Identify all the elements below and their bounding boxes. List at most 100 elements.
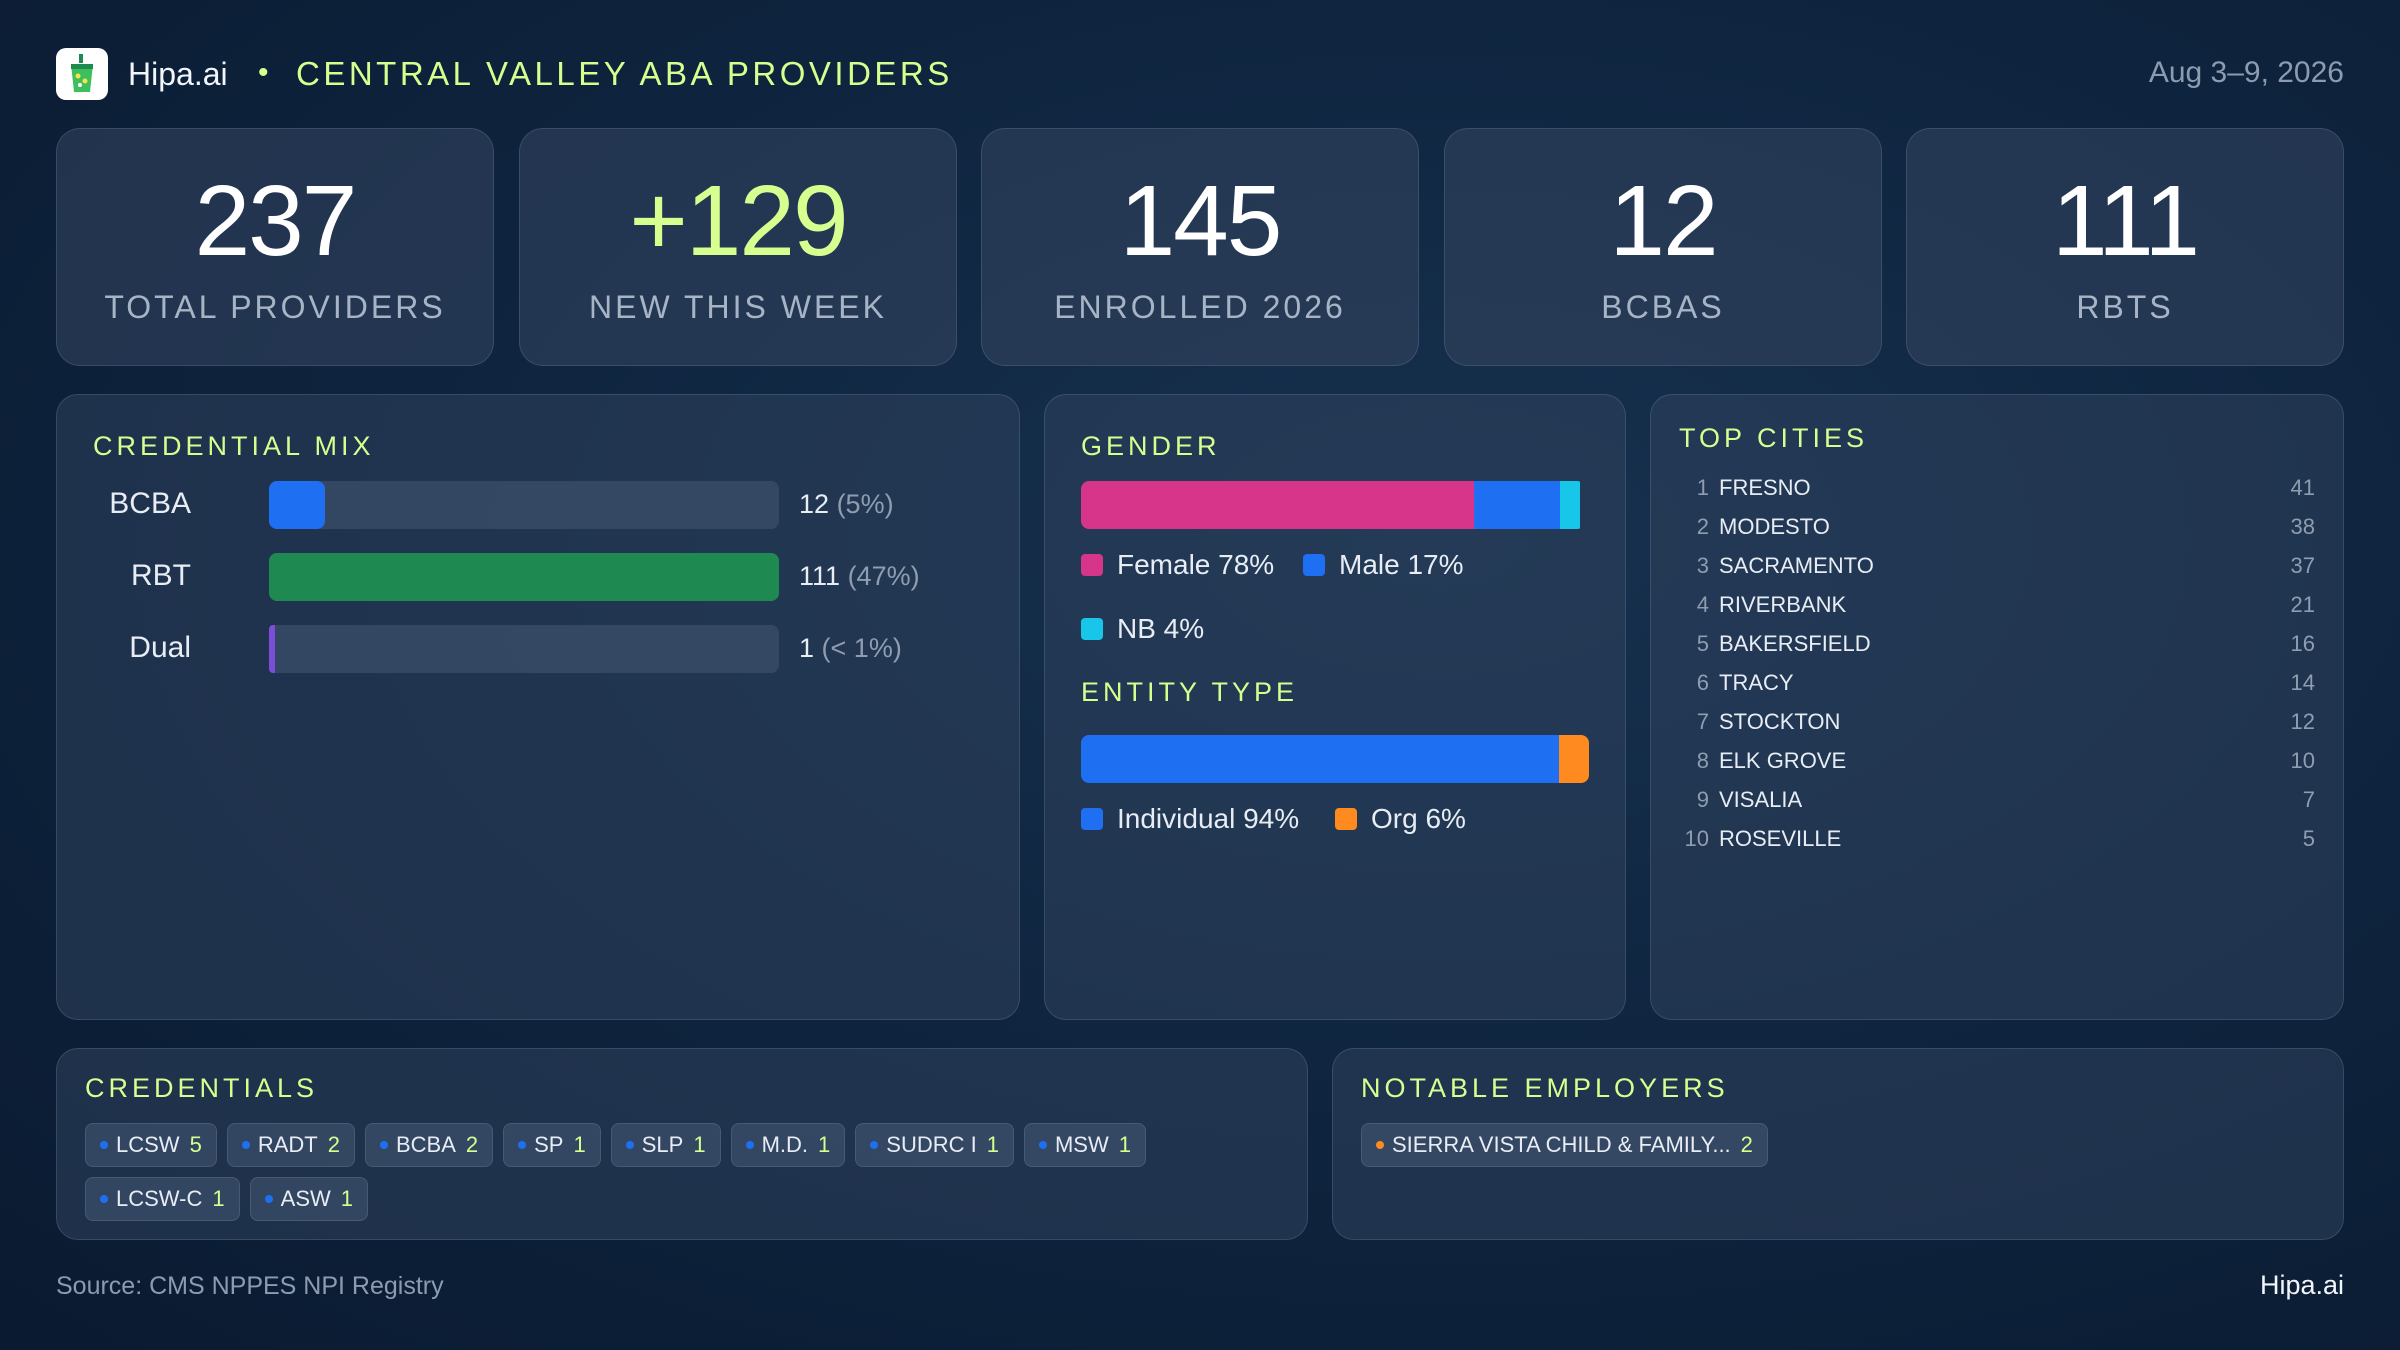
gender-segment-1 [1474,481,1560,529]
credential-row-value: 12 (5%) [799,489,894,520]
chip-count: 1 [818,1132,831,1157]
panel-title: TOP CITIES [1679,423,1869,453]
credential-chip-list: LCSW 5 RADT 2 BCBA 2 SP 1 SLP 1 M.D. 1 SUDRC I 1 MSW 1 L… [85,1123,1285,1221]
legend-male: Male 17% [1303,549,1464,581]
city-name: FRESNO [1719,475,1811,500]
city-row: 7 STOCKTON 12 [1679,709,2315,748]
chip-count: 1 [340,1186,354,1211]
chip-count: 5 [189,1132,202,1157]
title-separator: • [258,56,269,89]
cup-icon [71,54,93,92]
city-name: MODESTO [1719,514,1830,539]
chip-label: BCBA [395,1132,456,1157]
credentials-chip[interactable]: SP 1 [503,1123,601,1167]
city-row: 4 RIVERBANK 21 [1679,592,2315,631]
chip-label: M.D. [761,1132,809,1157]
city-rank: 7 [1696,709,1709,734]
city-count: 12 [2290,709,2315,734]
chip-label: SP [534,1132,564,1157]
credential-pct: (5%) [836,489,894,519]
credential-bar-track [269,553,779,601]
credential-bar-bcba [269,481,326,529]
credential-mix-panel: CREDENTIAL MIX BCBA 12 (5%) RBT 111 (47%… [56,394,1020,1020]
chip-dot [1376,1141,1384,1149]
stat-card-total-providers: 237 TOTAL PROVIDERS [56,128,494,366]
brand-name: Hipa.ai [128,56,228,92]
entity-segment-1 [1558,735,1589,783]
legend-swatch [1081,554,1103,576]
panel-title: GENDER [1081,431,1221,461]
credentials-chip[interactable]: MSW 1 [1023,1123,1146,1167]
city-count: 38 [2290,514,2315,539]
entity-segment-0 [1081,735,1559,783]
chip-dot [518,1141,527,1149]
chip-count: 1 [1118,1132,1131,1157]
city-count: 41 [2290,475,2315,500]
credential-count: 1 [799,633,815,663]
date-range: Aug 3–9, 2026 [2148,56,2344,89]
credential-pct: (47%) [847,561,920,591]
credentials-chip[interactable]: SLP 1 [610,1123,721,1167]
credential-bar-dual [269,625,276,673]
panel-title: CREDENTIAL MIX [93,431,375,461]
city-count: 7 [2302,787,2315,812]
chip-count: 2 [1740,1132,1753,1157]
city-name: SACRAMENTO [1719,553,1874,578]
chip-label: SUDRC I [886,1132,977,1157]
legend-swatch [1335,808,1357,830]
credentials-chip[interactable]: ASW 1 [249,1177,369,1221]
stat-value: 12 [1609,165,1718,277]
city-name: VISALIA [1719,787,1803,812]
legend-swatch [1081,618,1103,640]
page-title: CENTRAL VALLEY ABA PROVIDERS [296,55,953,92]
chip-label: RADT [257,1132,318,1157]
chip-dot [100,1195,108,1203]
credentials-chip[interactable]: LCSW 5 [85,1123,217,1167]
city-rank: 10 [1684,826,1709,851]
stat-card-new-this-week: +129 NEW THIS WEEK [519,128,957,366]
credential-bar-track [269,481,779,529]
stat-value: +129 [629,165,848,277]
legend-individual: Individual 94% [1081,803,1299,835]
city-row: 8 ELK GROVE 10 [1679,748,2315,787]
city-name: RIVERBANK [1719,592,1847,617]
city-count: 10 [2290,748,2315,773]
chip-dot [379,1141,388,1149]
stat-value: 237 [194,165,358,277]
legend-female: Female 78% [1081,549,1274,581]
city-row: 6 TRACY 14 [1679,670,2315,709]
city-row: 2 MODESTO 38 [1679,514,2315,553]
city-rank: 2 [1696,514,1709,539]
legend-label: Individual 94% [1117,803,1300,834]
panel-title: CREDENTIALS [85,1073,319,1103]
chip-dot [745,1141,754,1149]
chip-dot [264,1195,273,1203]
chip-dot [241,1141,250,1149]
legend-label: Female 78% [1117,549,1275,580]
credentials-panel: CREDENTIALS LCSW 5 RADT 2 BCBA 2 SP 1 SLP 1 M.D. 1 S… [56,1048,1308,1240]
employers-chip[interactable]: SIERRA VISTA CHILD & FAMILY... 2 [1361,1123,1768,1167]
gender-segment-2 [1559,481,1580,529]
city-count: 16 [2290,631,2315,656]
city-count: 37 [2290,553,2315,578]
city-name: STOCKTON [1719,709,1841,734]
city-rank: 3 [1696,553,1709,578]
credentials-chip[interactable]: BCBA 2 [364,1123,494,1167]
city-row: 5 BAKERSFIELD 16 [1679,631,2315,670]
gender-entity-panel: GENDER Female 78% Male 17% NB 4% ENTITY … [1044,394,1626,1020]
chip-count: 2 [465,1132,479,1157]
city-rank: 5 [1696,631,1709,656]
city-name: TRACY [1719,670,1794,695]
city-rank: 8 [1696,748,1709,773]
credentials-chip[interactable]: SUDRC I 1 [855,1123,1014,1167]
app-logo [56,48,108,100]
city-count: 14 [2290,670,2315,695]
credentials-chip[interactable]: LCSW-C 1 [85,1177,240,1221]
city-rank: 9 [1696,787,1709,812]
city-name: ROSEVILLE [1719,826,1842,851]
credentials-chip[interactable]: M.D. 1 [730,1123,846,1167]
credential-row-label: Dual [129,631,191,664]
stat-card-rbts: 111 RBTS [1906,128,2344,366]
chip-label: LCSW-C [116,1186,203,1211]
credentials-chip[interactable]: RADT 2 [226,1123,355,1167]
